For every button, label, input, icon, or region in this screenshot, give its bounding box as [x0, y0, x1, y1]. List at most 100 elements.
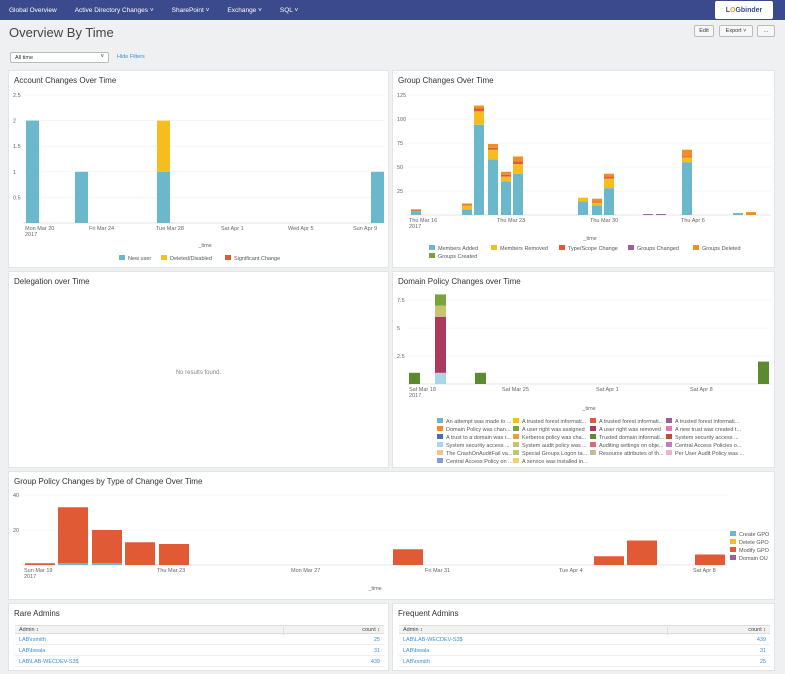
- legend-swatch: [730, 539, 736, 544]
- more-button[interactable]: ...: [757, 25, 775, 37]
- bar-segment: [604, 173, 614, 177]
- bar-segment: [488, 149, 498, 160]
- admin-link[interactable]: LAB\bwala: [19, 648, 46, 654]
- bar-segment: [474, 111, 484, 125]
- bar-segment: [159, 544, 189, 565]
- nav-active-directory[interactable]: Active Directory Changes ˅: [74, 6, 154, 14]
- x-tick-label: 2017: [409, 224, 421, 230]
- nav-sharepoint[interactable]: SharePoint ˅: [171, 6, 210, 14]
- x-tick-label: Tue Apr 4: [559, 568, 583, 574]
- x-tick-label: Fri Mar 24: [89, 226, 114, 232]
- legend-label: A user right was assigned: [522, 427, 585, 433]
- admin-link[interactable]: LAB\rsmith: [403, 659, 430, 665]
- bar-segment: [393, 549, 423, 565]
- bar-segment: [513, 164, 523, 174]
- table-row: LAB\LAB-WECDEV-S3$ 439: [399, 635, 770, 645]
- legend-swatch: [590, 442, 596, 447]
- legend-label: Resource attributes of th...: [599, 451, 664, 457]
- count-link[interactable]: 25: [759, 659, 766, 665]
- x-tick-label: Thu Mar 16: [409, 218, 437, 224]
- count-link[interactable]: 31: [759, 648, 766, 654]
- y-tick-label: 2.5: [13, 93, 21, 99]
- rare-admins-panel: Rare Admins Admin ↕ count ↕ LAB\rsmith 2…: [8, 603, 389, 671]
- bar-segment: [501, 174, 511, 177]
- x-tick-label: 2017: [24, 574, 36, 580]
- bar-segment: [513, 161, 523, 165]
- time-range-value: All time: [15, 54, 34, 61]
- legend-label: A user right was removed: [599, 427, 661, 433]
- bar-segment: [475, 372, 486, 384]
- bar-segment: [409, 372, 420, 384]
- x-tick-label: Mon Mar 27: [291, 568, 320, 574]
- gpo-changes-panel: Group Policy Changes by Type of Change O…: [8, 471, 775, 600]
- count-link[interactable]: 439: [756, 637, 766, 643]
- count-link[interactable]: 25: [373, 637, 380, 643]
- legend-label: Delete GPO: [739, 540, 769, 546]
- y-tick-label: 0.5: [13, 195, 21, 201]
- y-tick-label: 100: [397, 117, 406, 123]
- count-column-header[interactable]: count ↕: [748, 627, 766, 633]
- bar-segment: [157, 120, 170, 172]
- bar-segment: [604, 188, 614, 215]
- bar-segment: [733, 213, 743, 215]
- legend-swatch: [513, 434, 519, 439]
- legend-swatch: [437, 434, 443, 439]
- bar-segment: [501, 181, 511, 215]
- legend-swatch: [628, 245, 634, 250]
- legend-label: Members Added: [438, 246, 478, 252]
- hide-filters-link[interactable]: Hide Filters: [117, 54, 145, 60]
- bar-segment: [474, 105, 484, 109]
- admin-link[interactable]: LAB\bwala: [403, 648, 430, 654]
- bar-segment: [58, 507, 88, 564]
- frequent-admins-panel: Frequent Admins Admin ↕ count ↕ LAB\LAB-…: [392, 603, 775, 671]
- nav-exchange[interactable]: Exchange ˅: [227, 6, 262, 14]
- count-column-header[interactable]: count ↕: [362, 627, 380, 633]
- bar-segment: [592, 202, 602, 206]
- legend-label: A new trust was created t...: [675, 427, 742, 433]
- export-button[interactable]: Export ˅: [719, 25, 753, 37]
- bar-segment: [695, 554, 725, 565]
- bar-segment: [462, 203, 472, 205]
- admin-link[interactable]: LAB\LAB-WECDEV-S3$: [403, 637, 463, 643]
- y-tick-label: 2: [13, 119, 16, 125]
- bar-segment: [435, 294, 446, 306]
- bar-segment: [758, 361, 769, 384]
- y-tick-label: 20: [13, 528, 19, 534]
- admin-column-header[interactable]: Admin ↕: [19, 627, 39, 633]
- panel-title: Domain Policy Changes over Time: [398, 277, 521, 286]
- legend-swatch: [559, 245, 565, 250]
- bar-segment: [435, 305, 446, 317]
- x-tick-label: Sun Mar 19: [24, 568, 52, 574]
- legend-label: Central Access Policy on ...: [446, 459, 513, 465]
- edit-button[interactable]: Edit: [694, 25, 714, 37]
- table-header: Admin ↕ count ↕: [399, 625, 770, 635]
- legend-label: System audit policy was ...: [522, 443, 587, 449]
- x-tick-label: Sat Apr 1: [221, 226, 244, 232]
- admin-column-header[interactable]: Admin ↕: [403, 627, 423, 633]
- nav-sql[interactable]: SQL ˅: [279, 6, 299, 14]
- nav-global-overview[interactable]: Global Overview: [9, 6, 57, 14]
- x-tick-label: Wed Apr 5: [288, 226, 314, 232]
- legend-label: Special Groups Logon ta...: [522, 451, 588, 457]
- x-tick-label: Sun Apr 9: [353, 226, 377, 232]
- panel-title: Group Changes Over Time: [398, 76, 494, 85]
- delegation-panel: Delegation over Time No results found.: [8, 271, 389, 468]
- logo-part-o: O: [729, 6, 736, 14]
- time-range-select[interactable]: All time ˅: [10, 52, 109, 63]
- count-link[interactable]: 31: [373, 648, 380, 654]
- admin-link[interactable]: LAB\rsmith: [19, 637, 46, 643]
- bar-segment: [411, 211, 421, 215]
- bar-segment: [92, 530, 122, 564]
- admin-link[interactable]: LAB\LAB-WECDEV-S3$: [19, 659, 79, 665]
- legend-label: An attempt was made to ...: [446, 419, 512, 425]
- legend-label: Per User Audit Policy was ...: [675, 451, 745, 457]
- legend-swatch: [666, 434, 672, 439]
- count-link[interactable]: 439: [370, 659, 380, 665]
- bar-segment: [604, 176, 614, 179]
- domain-policy-panel: Domain Policy Changes over Time 7.5 5 2.5 S…: [392, 271, 775, 468]
- bar-segment: [643, 214, 653, 215]
- legend-swatch: [437, 458, 443, 463]
- bar-segment: [462, 204, 472, 206]
- x-axis-label: _time: [581, 406, 595, 412]
